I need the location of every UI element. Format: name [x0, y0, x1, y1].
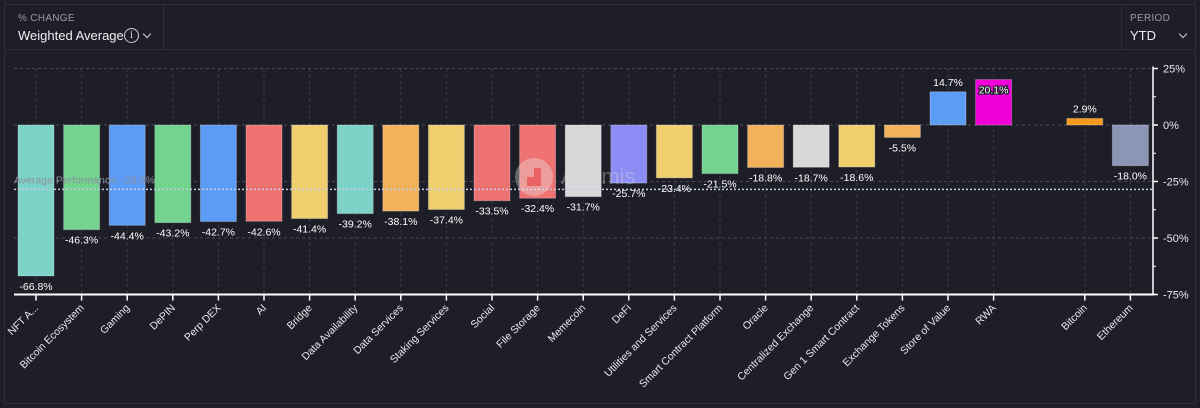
bar — [747, 124, 785, 168]
bar — [199, 124, 237, 223]
chart-header: % CHANGE Weighted Average i PERIOD YTD — [4, 4, 1196, 50]
x-tick-label: Social — [468, 302, 497, 331]
data-label: -18.6% — [840, 172, 873, 184]
data-label: -31.7% — [567, 202, 600, 214]
bar — [17, 124, 55, 277]
bar — [792, 124, 830, 168]
x-tick-label: Centralized Exchange — [735, 302, 816, 383]
data-label: 14.7% — [933, 77, 963, 89]
data-label: 2.9% — [1073, 103, 1097, 115]
average-label: Average Performance: -28.5% — [14, 174, 155, 186]
x-tick-label: Smart Contract Platform — [637, 302, 725, 390]
data-label: -18.7% — [795, 172, 828, 184]
data-label: -21.5% — [703, 179, 736, 191]
bar — [701, 124, 739, 175]
x-tick-label: Gaming — [98, 302, 133, 337]
data-label: -33.5% — [475, 206, 508, 218]
bar — [838, 124, 876, 168]
data-label: -41.4% — [293, 224, 326, 236]
data-label: -43.2% — [156, 228, 189, 240]
data-label: -18.8% — [749, 172, 782, 184]
bar — [929, 91, 967, 126]
x-tick-label: Memecoin — [546, 302, 589, 345]
x-tick-label: Oracle — [740, 302, 770, 332]
data-label: -5.5% — [889, 142, 916, 154]
x-tick-label: RWA — [973, 302, 998, 327]
metric-caption: % CHANGE — [18, 13, 75, 24]
x-tick-label: DeFi — [610, 302, 634, 326]
period-value: YTD — [1130, 28, 1156, 43]
x-tick-label: DePIN — [148, 302, 178, 332]
bar — [245, 124, 283, 222]
y-tick-label: 25% — [1163, 64, 1185, 76]
data-label: -18.0% — [1114, 171, 1147, 183]
data-label: -42.7% — [202, 227, 235, 239]
data-label: -39.2% — [339, 219, 372, 231]
data-label: -44.4% — [111, 230, 144, 242]
x-tick-label: Gen 1 Smart Contract — [781, 302, 862, 383]
artemis-watermark: Artemis — [515, 158, 636, 196]
metric-value: Weighted Average — [18, 28, 124, 43]
y-tick-label: 0% — [1163, 120, 1179, 132]
bar — [63, 124, 101, 231]
bar — [655, 124, 693, 179]
data-label: -46.3% — [65, 235, 98, 247]
artemis-logo-icon — [515, 158, 553, 196]
metric-selector[interactable]: % CHANGE Weighted Average i — [4, 5, 164, 49]
bar — [473, 124, 511, 202]
x-tick-label: File Storage — [494, 302, 543, 351]
bar — [610, 124, 648, 184]
bar — [975, 79, 1013, 126]
bar — [154, 124, 192, 224]
bar — [564, 124, 602, 198]
data-label: -66.8% — [19, 281, 52, 293]
bar — [336, 124, 374, 215]
x-tick-label: Ethereum — [1095, 302, 1136, 343]
data-label: 20.1% — [979, 85, 1009, 97]
watermark-text: Artemis — [561, 164, 636, 189]
period-selector[interactable]: PERIOD YTD — [1121, 5, 1196, 49]
x-tick-label: Bitcoin — [1059, 302, 1090, 333]
data-label: -25.7% — [612, 188, 645, 200]
y-tick-label: -25% — [1163, 177, 1189, 189]
bar — [382, 124, 420, 212]
data-label: -32.4% — [521, 203, 554, 215]
bar — [1111, 124, 1149, 167]
x-tick-label: NFT A... — [6, 302, 42, 338]
bar — [291, 124, 329, 220]
bar — [108, 124, 146, 226]
x-tick-label: AI — [254, 302, 270, 318]
bar — [427, 124, 465, 211]
data-label: -42.6% — [247, 226, 280, 238]
bar — [1066, 117, 1104, 126]
data-label: -38.1% — [384, 216, 417, 228]
chart-panel — [4, 0, 1196, 404]
x-tick-label: Bridge — [285, 302, 315, 332]
y-tick-label: -75% — [1163, 290, 1189, 302]
info-icon[interactable]: i — [124, 28, 139, 43]
y-tick-label: -50% — [1163, 233, 1189, 245]
x-tick-label: Perp DEX — [182, 302, 223, 343]
period-caption: PERIOD — [1130, 13, 1171, 24]
bar — [883, 124, 921, 138]
data-label: -37.4% — [430, 215, 463, 227]
